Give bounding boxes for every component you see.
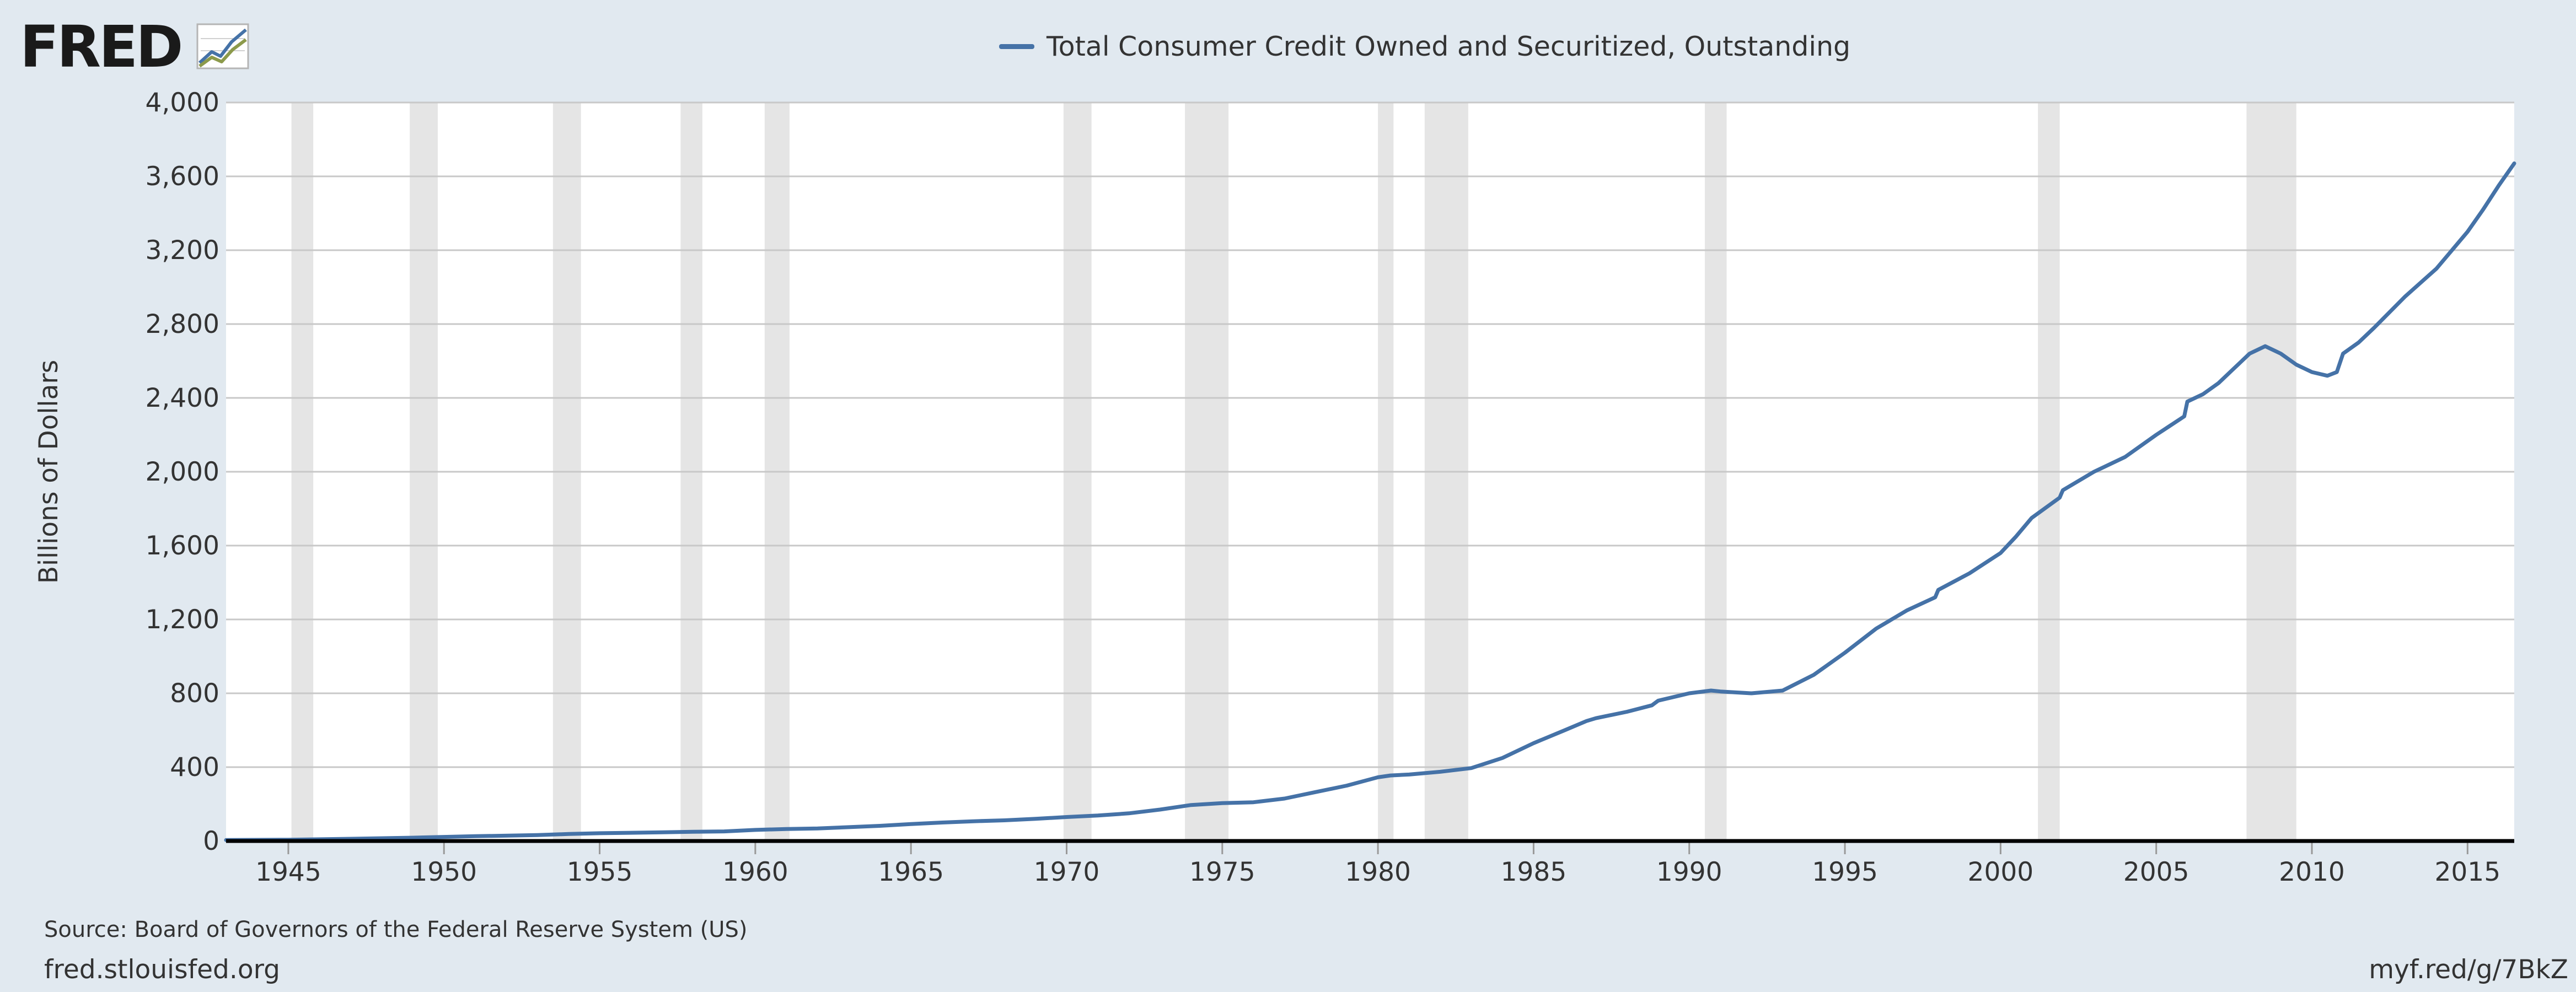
series-line[interactable] — [224, 161, 2516, 842]
x-tick-label: 1960 — [722, 857, 788, 887]
y-tick-label: 0 — [203, 826, 219, 856]
source-note: Source: Board of Governors of the Federa… — [44, 917, 748, 942]
chart-legend[interactable]: Total Consumer Credit Owned and Securiti… — [999, 24, 1850, 68]
y-tick-label: 400 — [170, 752, 219, 783]
y-axis-label: Billions of Dollars — [34, 360, 64, 584]
x-tick-label: 2005 — [2123, 857, 2189, 887]
x-tick-label: 1945 — [255, 857, 321, 887]
x-tick-label: 1980 — [1345, 857, 1411, 887]
x-tick-label: 1975 — [1189, 857, 1255, 887]
y-tick-label: 2,400 — [145, 383, 219, 413]
y-tick-label: 3,600 — [145, 161, 219, 192]
y-tick-label: 2,800 — [145, 309, 219, 339]
x-tick-label: 1985 — [1501, 857, 1567, 887]
recession-shading — [291, 103, 2296, 841]
y-axis-ticks: 0 400 800 1,200 1,600 2,000 2,400 2,800 3,200 3,6… — [145, 88, 219, 856]
grid-lines — [226, 101, 2514, 768]
x-tick-label: 2000 — [1968, 857, 2034, 887]
x-tick-label: 1950 — [411, 857, 477, 887]
legend-series-swatch — [999, 44, 1034, 49]
x-tick-label: 1955 — [567, 857, 633, 887]
y-tick-label: 1,200 — [145, 605, 219, 635]
y-tick-label: 800 — [170, 678, 219, 709]
chart: 0 400 800 1,200 1,600 2,000 2,400 2,800 3,200 3,6… — [34, 88, 2516, 887]
y-tick-label: 4,000 — [145, 88, 219, 118]
y-tick-label: 1,600 — [145, 531, 219, 561]
fred-logo[interactable]: FRED — [20, 17, 262, 77]
x-tick-label: 2015 — [2434, 857, 2500, 887]
series-layer — [224, 161, 2516, 842]
legend-series-label: Total Consumer Credit Owned and Securiti… — [1046, 30, 1851, 62]
fred-logo-text: FRED — [20, 13, 183, 80]
x-tick-label: 2010 — [2279, 857, 2345, 887]
x-tick-label: 1965 — [878, 857, 944, 887]
x-tick-label: 1970 — [1034, 857, 1100, 887]
x-axis-ticks: 1945 1950 1955 1960 1965 1970 1975 1980 1985 1990… — [255, 841, 2500, 887]
fred-line-graph-icon — [196, 23, 249, 69]
y-tick-label: 3,200 — [145, 235, 219, 266]
x-tick-label: 1990 — [1656, 857, 1722, 887]
x-tick-label: 1995 — [1812, 857, 1878, 887]
site-link[interactable]: fred.stlouisfed.org — [44, 955, 280, 985]
y-tick-label: 2,000 — [145, 457, 219, 487]
short-link[interactable]: myf.red/g/7BkZ — [2369, 955, 2568, 985]
